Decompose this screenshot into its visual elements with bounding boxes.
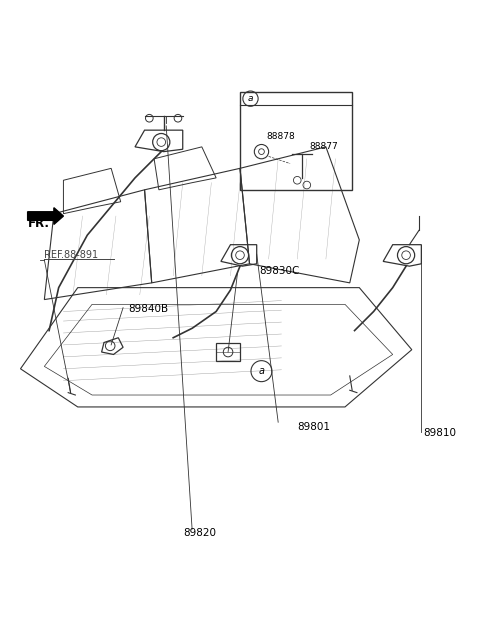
Text: a: a [248,94,253,103]
Text: a: a [258,366,264,376]
Text: 89810: 89810 [424,428,457,438]
Text: 88878: 88878 [266,132,295,141]
Text: 89840B: 89840B [128,304,168,314]
Text: 88877: 88877 [309,143,338,151]
Text: FR.: FR. [28,217,49,230]
Text: 89801: 89801 [297,422,330,432]
FancyArrow shape [28,207,63,224]
Text: 89820: 89820 [183,528,216,538]
Text: REF.88-891: REF.88-891 [44,250,98,260]
Text: 89830C: 89830C [259,266,300,276]
